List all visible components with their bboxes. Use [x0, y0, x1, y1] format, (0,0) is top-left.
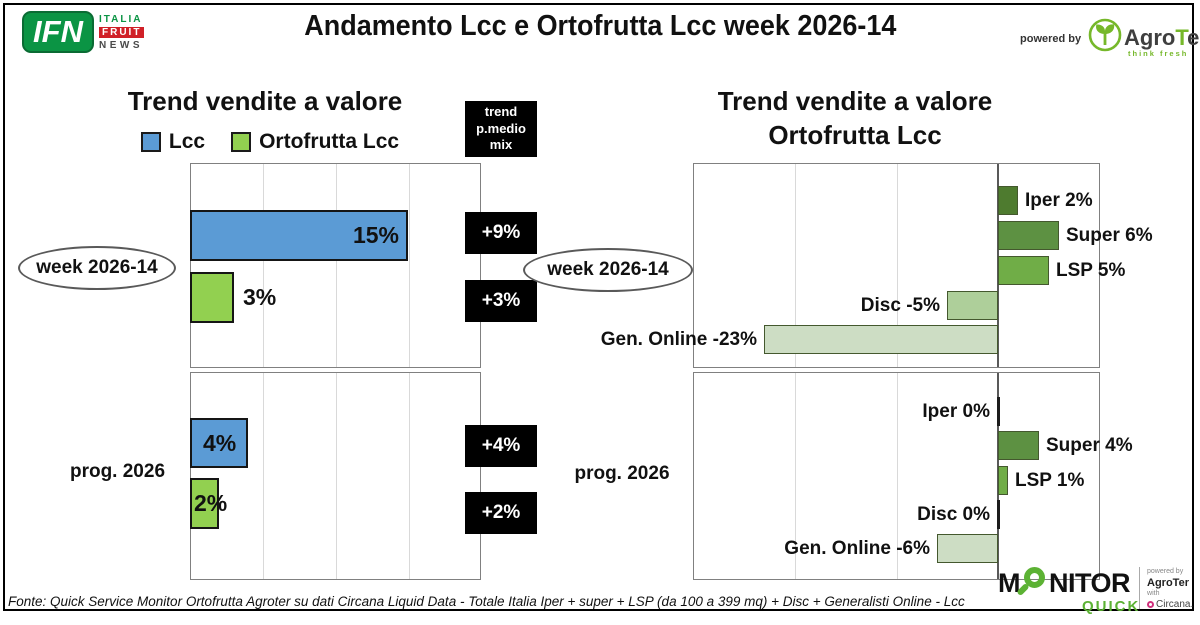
bar-category-label: Disc 0% — [917, 504, 990, 525]
bar-super-prog-2026 — [998, 431, 1039, 460]
ifn-logo: IFN ITALIA FRUIT NEWS — [22, 11, 145, 53]
ifn-italia-label: ITALIA — [99, 13, 143, 25]
trend-box-prog-ortofrutta: +2% — [465, 492, 537, 534]
bar-category-label: LSP 1% — [1015, 470, 1085, 491]
agroter-wordmark: AgroTer — [1124, 25, 1200, 51]
monitor-wordmark: M NITOR QUICK — [998, 567, 1138, 615]
legend-swatch-lcc — [140, 132, 161, 152]
agroter-t: T — [1175, 24, 1188, 50]
gridline — [795, 373, 796, 579]
bar-category-label: Gen. Online -23% — [600, 329, 757, 350]
source-note: Fonte: Quick Service Monitor Ortofrutta … — [8, 594, 965, 609]
monitor-powered-by: powered by — [1147, 568, 1184, 575]
gridline — [795, 164, 796, 367]
page-title: Andamento Lcc e Ortofrutta Lcc week 2026… — [140, 10, 1060, 43]
bar-value-label: 3% — [243, 284, 277, 310]
gridline — [409, 373, 410, 579]
gridline — [336, 373, 337, 579]
legend-label-lcc: Lcc — [168, 130, 206, 153]
ifn-news-label: NEWS — [99, 39, 143, 51]
right-group-label-prog: prog. 2026 — [574, 463, 670, 484]
legend-item-lcc: Lcc — [140, 130, 206, 154]
bar-lcc-week-2026-14 — [190, 210, 408, 261]
left-plot-week — [190, 163, 481, 368]
bar-category-label: Gen. Online -6% — [784, 538, 930, 559]
ifn-acronym: IFN — [33, 14, 83, 49]
bar-value-label: 15% — [352, 222, 399, 248]
bar-ortofrutta-lcc-prog-2026 — [190, 478, 219, 529]
gridline — [409, 164, 410, 367]
trend-box-prog-lcc: +4% — [465, 425, 537, 467]
bar-disc-week-2026-14 — [947, 291, 998, 320]
agroter-pre: Agro — [1124, 24, 1176, 50]
circana-label: Circana. — [1156, 599, 1194, 610]
quick-wordmark: QUICK — [1082, 598, 1141, 615]
legend-item-ortofrutta: Ortofrutta Lcc — [231, 130, 399, 154]
bar-gen-online-week-2026-14 — [764, 325, 998, 354]
left-group-label-prog: prog. 2026 — [69, 461, 166, 482]
monitor-nitor: NITOR — [1049, 568, 1131, 598]
bar-disc-prog-2026 — [997, 500, 1000, 529]
agroter-tree-icon — [1088, 18, 1122, 57]
bar-category-label: Iper 2% — [1025, 190, 1093, 211]
trend-pmedio-mix-header: trend p.medio mix — [465, 101, 537, 157]
trend-box-week-lcc: +9% — [465, 212, 537, 254]
page-border — [3, 3, 1194, 611]
bar-lcc-prog-2026 — [190, 418, 248, 468]
ifn-fruit-label: FRUIT — [99, 26, 145, 38]
left-chart-legend: Lcc Ortofrutta Lcc — [105, 130, 435, 154]
circana-icon — [1147, 601, 1155, 608]
left-chart-title: Trend vendite a valore — [127, 86, 403, 116]
bar-value-label: 2% — [194, 490, 228, 516]
bar-category-label: Disc -5% — [860, 295, 940, 316]
bar-iper-prog-2026 — [997, 397, 1000, 426]
magnifier-ring — [1024, 567, 1045, 588]
logo-divider — [1139, 567, 1141, 609]
monitor-with: with — [1147, 590, 1160, 597]
bar-ortofrutta-lcc-week-2026-14 — [190, 272, 234, 323]
bar-category-label: Super 6% — [1066, 225, 1153, 246]
magnifier-icon — [1016, 567, 1048, 597]
legend-swatch-ortofrutta — [231, 132, 252, 152]
gridline — [263, 164, 264, 367]
ifn-badge: IFN — [22, 11, 94, 53]
agroter-logo: AgroTer — [1088, 18, 1200, 57]
bar-gen-online-prog-2026 — [937, 534, 998, 563]
right-group-label-week-oval: week 2026-14 — [523, 248, 693, 292]
agroter-tagline: think fresh — [1128, 49, 1189, 58]
bar-category-label: Super 4% — [1046, 435, 1133, 456]
legend-label-ortofrutta: Ortofrutta Lcc — [259, 130, 400, 153]
bar-lsp-week-2026-14 — [998, 256, 1049, 285]
right-chart-title-line2: Ortofrutta Lcc — [768, 120, 942, 150]
gridline — [263, 373, 264, 579]
right-chart-title-line1: Trend vendite a valore — [717, 86, 993, 116]
bar-super-week-2026-14 — [998, 221, 1059, 250]
bar-value-label: 4% — [203, 430, 237, 456]
bar-category-label: LSP 5% — [1056, 260, 1126, 281]
page-title-text: Andamento Lcc e Ortofrutta Lcc week 2026… — [303, 10, 897, 42]
agroter-post: er — [1187, 24, 1200, 50]
left-plot-prog — [190, 372, 481, 580]
left-group-label-week-oval: week 2026-14 — [18, 246, 176, 290]
powered-by-label: powered by — [1020, 33, 1082, 45]
ifn-wordmark: ITALIA FRUIT NEWS — [99, 13, 145, 51]
bar-category-label: Iper 0% — [922, 401, 990, 422]
bar-iper-week-2026-14 — [998, 186, 1018, 215]
monitor-m: M — [998, 568, 1021, 598]
circana-logo: Circana. — [1147, 599, 1193, 610]
gridline — [897, 164, 898, 367]
right-plot-prog — [693, 372, 1100, 580]
monitor-credits: powered by AgroTer with Circana. — [1147, 567, 1193, 610]
monitor-quick-logo: M NITOR QUICK powered by AgroTer with Cir… — [998, 567, 1193, 615]
gridline — [897, 373, 898, 579]
trend-box-week-ortofrutta: +3% — [465, 280, 537, 322]
bar-lsp-prog-2026 — [998, 466, 1008, 495]
monitor-agroter: AgroTer — [1147, 577, 1189, 589]
gridline — [336, 164, 337, 367]
